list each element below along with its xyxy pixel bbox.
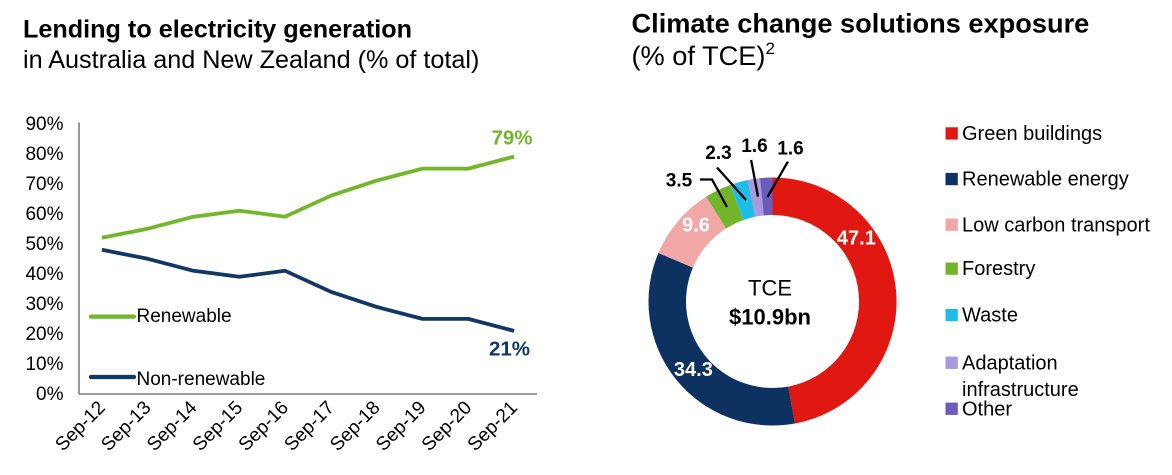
svg-text:$10.9bn: $10.9bn [729, 305, 811, 330]
svg-text:50%: 50% [25, 234, 63, 255]
svg-text:Adaptation: Adaptation [962, 352, 1058, 374]
svg-text:1.6: 1.6 [777, 139, 803, 160]
svg-text:10%: 10% [25, 354, 63, 375]
svg-text:Forestry: Forestry [962, 258, 1035, 280]
svg-text:TCE: TCE [748, 276, 792, 301]
svg-text:Lending to electricity generat: Lending to electricity generation [23, 15, 412, 43]
svg-text:3.5: 3.5 [666, 170, 693, 191]
svg-text:40%: 40% [25, 264, 63, 285]
svg-text:0%: 0% [36, 384, 64, 405]
svg-text:30%: 30% [25, 294, 63, 315]
svg-text:34.3: 34.3 [674, 359, 713, 381]
svg-text:90%: 90% [25, 114, 63, 135]
svg-text:70%: 70% [25, 174, 63, 195]
svg-text:2.3: 2.3 [705, 143, 731, 164]
svg-text:20%: 20% [25, 324, 63, 345]
svg-text:Waste: Waste [962, 305, 1018, 327]
svg-text:(% of TCE)2: (% of TCE)2 [632, 39, 775, 71]
svg-text:Renewable energy: Renewable energy [962, 169, 1129, 191]
svg-text:1.6: 1.6 [741, 136, 767, 157]
svg-text:47.1: 47.1 [837, 227, 876, 249]
svg-text:60%: 60% [25, 204, 63, 225]
svg-text:in Australia and New Zealand (: in Australia and New Zealand (% of total… [23, 46, 479, 74]
svg-text:Green buildings: Green buildings [962, 123, 1102, 145]
svg-text:Renewable: Renewable [137, 306, 232, 327]
svg-text:Non-renewable: Non-renewable [137, 369, 266, 390]
svg-text:80%: 80% [25, 144, 63, 165]
svg-text:Low carbon transport: Low carbon transport [962, 214, 1150, 236]
svg-text:79%: 79% [491, 127, 532, 150]
svg-text:9.6: 9.6 [682, 215, 710, 237]
svg-text:infrastructure: infrastructure [962, 379, 1079, 401]
svg-text:Other: Other [962, 398, 1012, 420]
svg-text:Climate change solutions expos: Climate change solutions exposure [632, 8, 1090, 39]
svg-text:21%: 21% [489, 338, 530, 361]
